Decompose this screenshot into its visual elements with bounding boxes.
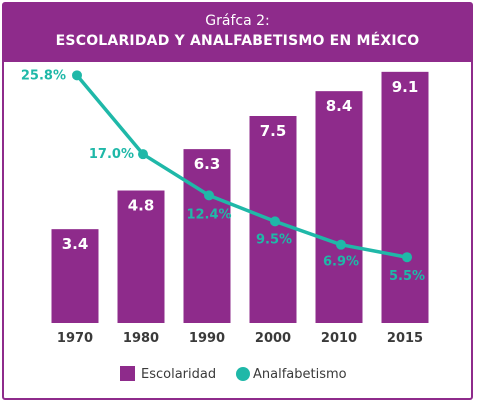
point-2000 — [270, 216, 280, 227]
point-1990 — [204, 190, 214, 201]
chart-title: ESCOLARIDAD Y ANALFABETISMO EN MÉXICO — [55, 33, 420, 49]
bar-2010 — [315, 91, 363, 323]
x-tick-1980: 1980 — [123, 331, 159, 346]
line-analfabetismo — [75, 73, 409, 259]
point-label-1990: 12.4% — [186, 207, 231, 222]
point-2010 — [336, 239, 346, 250]
chart-header: Gráfca 2: ESCOLARIDAD Y ANALFABETISMO EN… — [4, 4, 471, 62]
bar-label-2000: 7.5 — [260, 122, 287, 140]
bar-2015 — [381, 71, 429, 323]
point-label-1980: 17.0% — [89, 147, 134, 162]
bar-label-2015: 9.1 — [392, 78, 419, 96]
bar-1980 — [117, 190, 165, 323]
x-tick-2000: 2000 — [255, 331, 291, 346]
point-label-2000: 9.5% — [256, 232, 292, 247]
x-tick-1990: 1990 — [189, 331, 225, 346]
legend-swatch-escolaridad — [120, 366, 135, 381]
point-1980 — [138, 149, 148, 160]
legend-swatch-analfabetismo — [236, 367, 250, 381]
legend-label-analfabetismo: Analfabetismo — [253, 367, 347, 382]
bar-label-2010: 8.4 — [326, 97, 353, 115]
point-2015 — [402, 252, 412, 263]
point-1970 — [72, 70, 82, 81]
bar-label-1990: 6.3 — [194, 155, 221, 173]
bar-label-1980: 4.8 — [128, 197, 155, 215]
x-tick-2010: 2010 — [321, 331, 357, 346]
chart-subtitle: Gráfca 2: — [205, 13, 270, 29]
x-tick-2015: 2015 — [387, 331, 423, 346]
legend-label-escolaridad: Escolaridad — [141, 367, 216, 382]
x-tick-1970: 1970 — [57, 331, 93, 346]
bar-1970 — [51, 229, 99, 323]
point-label-1970: 25.8% — [21, 68, 66, 83]
point-label-2010: 6.9% — [323, 255, 359, 270]
bar-label-1970: 3.4 — [62, 235, 89, 253]
point-label-2015: 5.5% — [389, 269, 425, 284]
bar-1990 — [183, 149, 231, 323]
